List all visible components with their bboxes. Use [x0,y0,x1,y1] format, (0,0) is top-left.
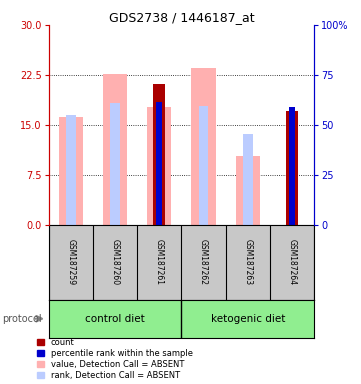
Text: GSM187260: GSM187260 [110,239,119,285]
Bar [289,108,295,225]
Text: GSM187263: GSM187263 [243,239,252,285]
Text: GSM187264: GSM187264 [287,239,296,285]
Bar [243,134,253,225]
Title: GDS2738 / 1446187_at: GDS2738 / 1446187_at [109,11,254,24]
Bar [103,74,127,225]
Text: protocol: protocol [2,314,42,324]
Bar [236,156,260,225]
Bar [66,115,76,225]
Bar [147,108,171,225]
Bar [199,106,208,225]
Text: control diet: control diet [85,314,145,324]
Legend: count, percentile rank within the sample, value, Detection Call = ABSENT, rank, : count, percentile rank within the sample… [37,338,193,380]
Bar [110,103,120,225]
Bar [286,111,298,225]
Bar [153,84,165,225]
Bar [191,68,216,225]
Bar [59,117,83,225]
Text: GSM187259: GSM187259 [66,239,75,285]
Bar [156,101,162,225]
Text: ketogenic diet: ketogenic diet [210,314,285,324]
Text: GSM187261: GSM187261 [155,239,164,285]
Text: GSM187262: GSM187262 [199,239,208,285]
